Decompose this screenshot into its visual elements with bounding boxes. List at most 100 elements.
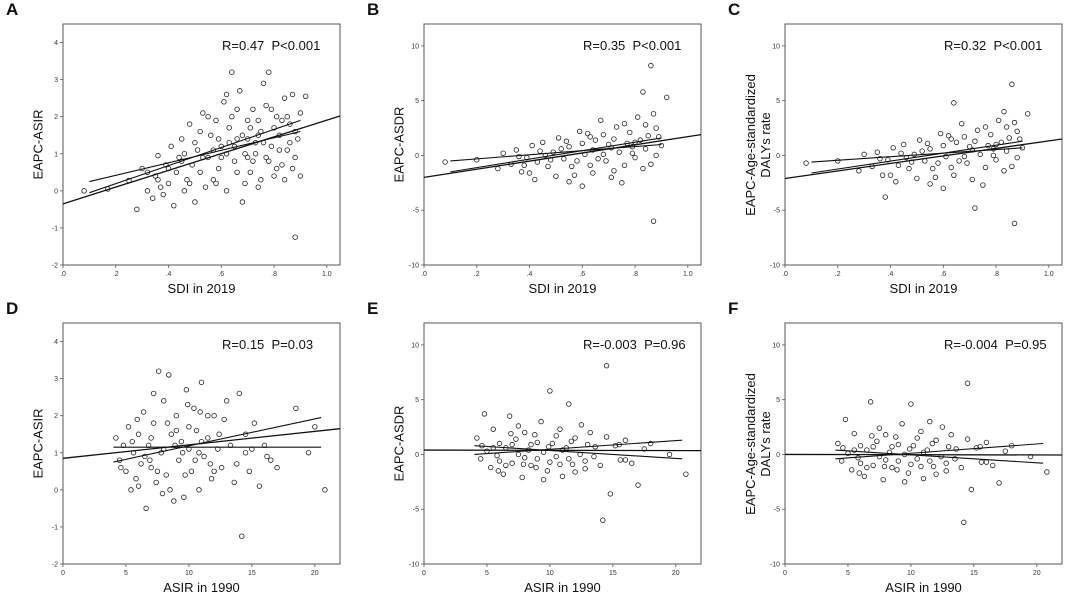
- data-point: [611, 136, 617, 142]
- data-point: [563, 138, 570, 144]
- y-axis-label-line: EAPC-Age-standardized: [743, 73, 758, 216]
- y-axis-label-line: EAPC-ASIR: [30, 109, 46, 180]
- ci-line-lower: [835, 442, 1044, 460]
- data-point: [242, 180, 248, 187]
- data-point: [150, 420, 157, 426]
- data-point: [242, 450, 249, 456]
- data-point: [621, 120, 628, 127]
- data-point: [1014, 128, 1020, 135]
- fit-line: [423, 449, 702, 452]
- data-point: [653, 152, 659, 159]
- data-point: [474, 157, 480, 163]
- data-point: [533, 464, 539, 471]
- data-point: [144, 188, 151, 194]
- data-point: [231, 158, 238, 164]
- data-point: [607, 491, 614, 497]
- data-point: [629, 150, 636, 156]
- y-axis-label-line: EAPC-ASIR: [30, 408, 46, 479]
- plot-frame: [784, 322, 1063, 565]
- data-point: [276, 132, 283, 138]
- data-point: [587, 429, 593, 436]
- y-tick-label: 10: [772, 43, 780, 50]
- data-point: [534, 439, 541, 446]
- data-point: [274, 464, 280, 471]
- y-tick-label: 0: [54, 487, 58, 494]
- stats-annotation: R=-0.004 P=0.95: [944, 337, 1047, 352]
- data-point: [276, 147, 283, 153]
- data-point: [540, 139, 546, 146]
- data-point: [658, 142, 665, 149]
- data-point: [664, 94, 670, 101]
- data-point: [197, 128, 203, 135]
- data-point: [518, 169, 525, 175]
- data-point: [595, 156, 601, 162]
- data-point: [192, 139, 198, 146]
- data-point: [927, 146, 933, 152]
- data-point: [603, 363, 610, 369]
- data-point: [192, 199, 198, 205]
- data-point: [133, 476, 139, 482]
- data-point: [572, 435, 578, 441]
- data-point: [196, 450, 202, 456]
- data-point: [160, 191, 166, 198]
- data-point: [161, 398, 167, 404]
- data-point: [247, 169, 254, 176]
- data-point: [568, 438, 575, 445]
- data-point: [215, 136, 222, 142]
- data-point: [234, 136, 240, 142]
- data-point: [166, 372, 172, 378]
- y-tick-label: -10: [770, 263, 780, 270]
- data-point: [532, 432, 538, 438]
- data-point: [163, 162, 169, 168]
- panel-label: A: [6, 0, 19, 19]
- x-tick-label: .6: [579, 271, 585, 278]
- data-point: [123, 468, 129, 475]
- data-point: [155, 368, 162, 374]
- x-tick-label: 1.0: [683, 271, 693, 278]
- data-point: [289, 165, 296, 172]
- data-point: [993, 157, 999, 163]
- data-point: [513, 436, 519, 442]
- data-point: [171, 498, 177, 504]
- data-point: [653, 125, 659, 131]
- data-point: [879, 172, 886, 178]
- data-point: [1014, 154, 1020, 161]
- x-tick-label: 15: [609, 570, 617, 577]
- data-point: [906, 446, 913, 452]
- data-point: [572, 469, 578, 475]
- y-tick-label: 1: [54, 151, 58, 158]
- data-point: [234, 169, 240, 176]
- data-point: [939, 424, 946, 430]
- data-point: [184, 401, 191, 408]
- data-point: [571, 172, 578, 178]
- data-point: [191, 405, 197, 411]
- y-tick-label: -5: [413, 507, 419, 514]
- data-point: [173, 412, 180, 419]
- data-point: [612, 442, 619, 449]
- data-point: [197, 409, 203, 415]
- data-point: [874, 438, 880, 445]
- data-point: [500, 471, 507, 477]
- data-point: [142, 453, 148, 460]
- x-tick-label: .8: [271, 271, 277, 278]
- data-point: [849, 467, 855, 473]
- data-point: [964, 160, 970, 166]
- data-point: [251, 420, 258, 426]
- data-point: [977, 151, 983, 158]
- data-point: [1011, 119, 1018, 126]
- data-point: [237, 88, 243, 94]
- y-tick-label: 4: [54, 339, 58, 346]
- data-point: [621, 162, 628, 169]
- y-tick-label: -1: [52, 524, 58, 531]
- data-point: [632, 154, 638, 161]
- data-point: [192, 457, 198, 463]
- data-point: [953, 446, 959, 452]
- data-point: [559, 473, 566, 480]
- ci-line-lower: [811, 140, 1023, 174]
- data-point: [529, 142, 535, 149]
- y-axis-label: EAPC-ASDR: [392, 359, 407, 529]
- data-point: [226, 125, 232, 131]
- data-point: [266, 158, 272, 164]
- data-point: [287, 139, 293, 146]
- ci-line-lower: [474, 439, 683, 456]
